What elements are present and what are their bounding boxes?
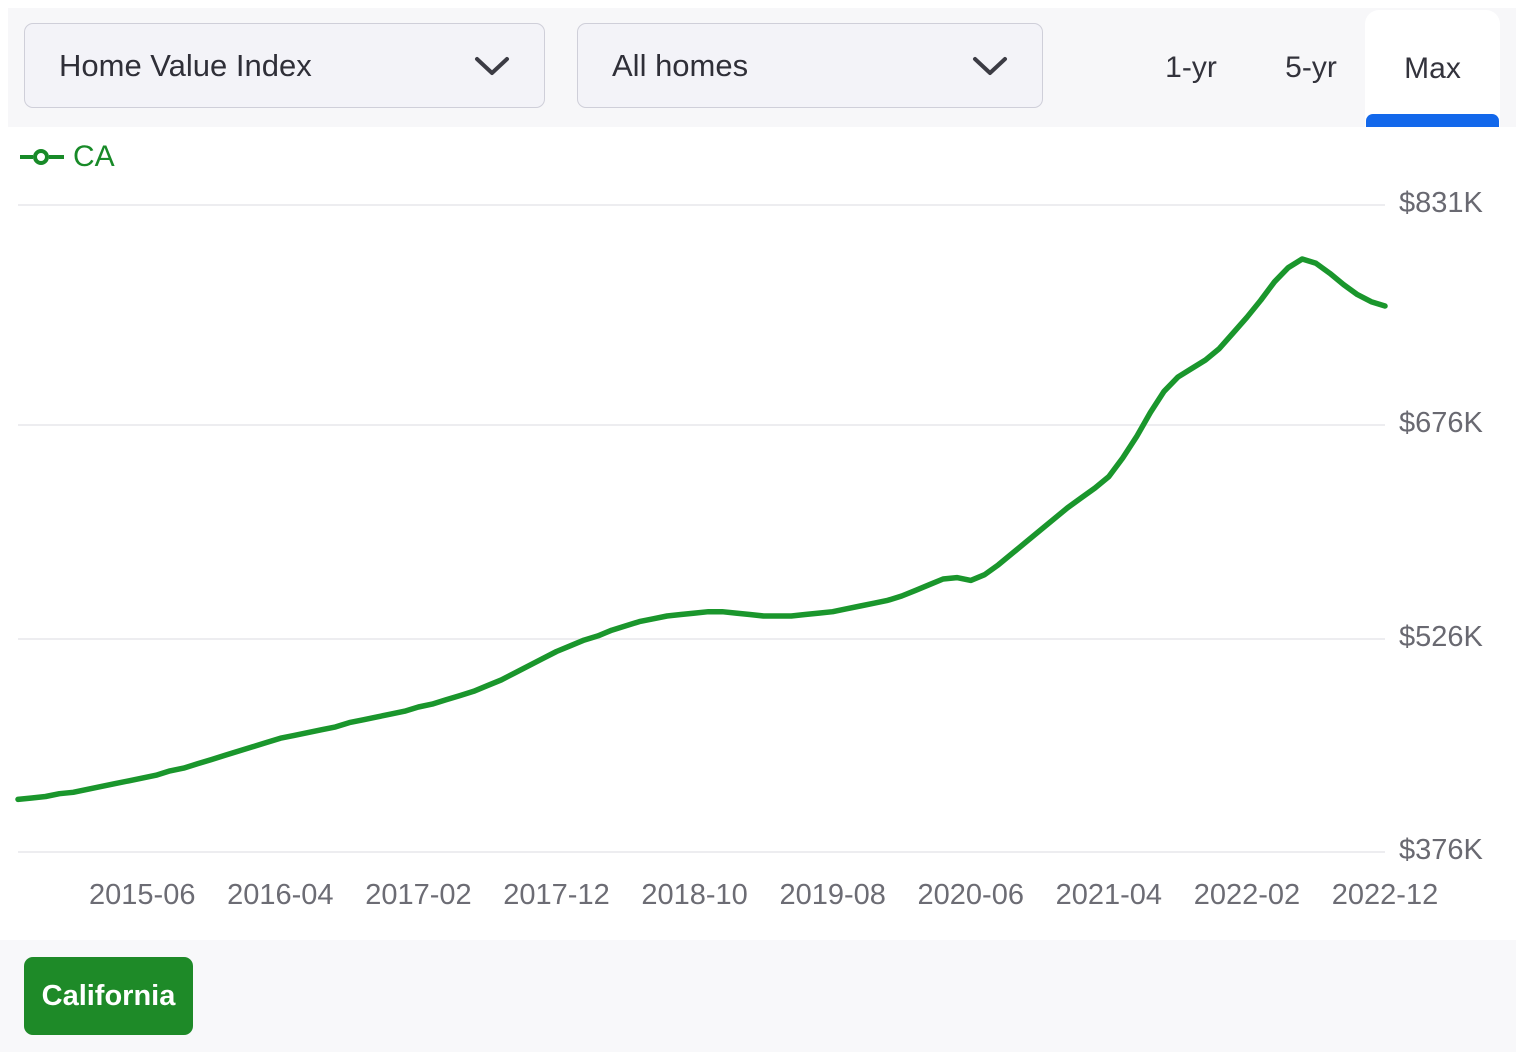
x-axis-label: 2021-04 xyxy=(1055,879,1163,911)
legend-series-label: CA xyxy=(73,140,115,173)
x-axis-label: 2019-08 xyxy=(779,879,886,911)
gridline xyxy=(18,424,1385,427)
tab-max[interactable]: Max xyxy=(1365,10,1500,127)
y-axis-label: $676K xyxy=(1399,407,1483,440)
chevron-down-icon xyxy=(475,56,509,75)
metric-dropdown[interactable]: Home Value Index xyxy=(24,23,545,108)
home-type-dropdown-value: All homes xyxy=(612,47,749,83)
gridline xyxy=(18,851,1385,853)
line-chart-plot[interactable] xyxy=(0,127,1516,942)
chevron-down-icon xyxy=(973,56,1007,75)
y-axis-label: $526K xyxy=(1399,620,1483,653)
x-axis-label: 2022-02 xyxy=(1193,879,1301,911)
x-axis-label: 2017-12 xyxy=(503,879,610,911)
x-axis-label: 2020-06 xyxy=(917,879,1024,911)
tab-1yr[interactable]: 1-yr xyxy=(1136,8,1246,127)
home-type-dropdown[interactable]: All homes xyxy=(577,23,1043,108)
series-line-ca xyxy=(15,256,1388,803)
legend[interactable]: CA xyxy=(20,140,115,174)
footer-bar: California xyxy=(0,940,1516,1052)
active-tab-indicator xyxy=(1366,114,1499,127)
x-axis-label: 2016-04 xyxy=(227,879,334,911)
tab-max-label: Max xyxy=(1404,51,1461,85)
y-axis-label: $376K xyxy=(1399,834,1483,866)
chart-area: CA $831K $676K $526K $376K 2015-06 2016-04 20… xyxy=(0,127,1516,942)
tab-5yr[interactable]: 5-yr xyxy=(1256,8,1366,127)
legend-line-marker-icon xyxy=(20,149,64,165)
region-button-california[interactable]: California xyxy=(24,957,193,1035)
x-axis-label: 2022-12 xyxy=(1331,879,1439,911)
x-axis-label: 2018-10 xyxy=(641,879,748,911)
y-axis-label: $831K xyxy=(1399,187,1483,219)
x-axis-label: 2017-02 xyxy=(365,879,472,911)
gridline xyxy=(18,204,1385,206)
gridline xyxy=(18,637,1385,640)
metric-dropdown-value: Home Value Index xyxy=(59,47,312,83)
x-axis-label: 2015-06 xyxy=(89,879,196,911)
chart-controls-bar: Home Value Index All homes 1-yr 5-yr Max xyxy=(8,8,1516,127)
